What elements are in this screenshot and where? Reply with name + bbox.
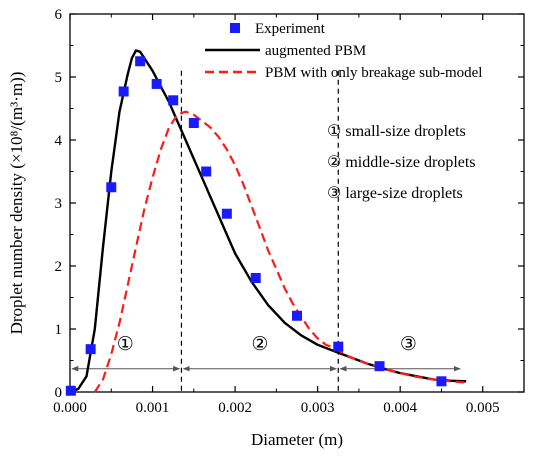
legend-label: Experiment	[255, 21, 326, 37]
annotation-text: ① small-size droplets	[327, 123, 466, 140]
y-tick-label: 0	[55, 385, 63, 401]
data-point	[118, 86, 129, 97]
x-tick-label: 0.002	[218, 400, 252, 416]
legend-label: PBM with only breakage sub-model	[265, 65, 482, 81]
x-tick-label: 0.000	[53, 400, 87, 416]
region-labels: ① ② ③	[117, 334, 417, 355]
data-point	[168, 95, 179, 106]
x-tick-label: 0.001	[136, 400, 170, 416]
data-point	[333, 341, 344, 352]
legend: Experiment augmented PBM PBM with only bre…	[205, 21, 482, 81]
y-tick-label: 1	[55, 322, 63, 338]
annotation-text: ② middle-size droplets	[327, 154, 476, 171]
x-axis-title: Diameter (m)	[251, 430, 343, 449]
y-axis: 0 1 2 3 4 5 6	[55, 7, 524, 401]
x-axis: 0.000 0.001 0.002 0.003 0.004 0.005	[53, 14, 500, 416]
y-tick-label: 6	[55, 7, 63, 23]
region-label: ①	[117, 334, 134, 355]
y-tick-label: 3	[55, 196, 63, 212]
legend-label: augmented PBM	[265, 43, 366, 59]
series-line	[93, 110, 467, 393]
data-point	[436, 376, 447, 387]
y-axis-title: Droplet number density (×10⁸/(m³·m))	[7, 72, 26, 335]
data-point	[85, 344, 96, 355]
region-label: ②	[251, 334, 268, 355]
annotation-text: ③ large-size droplets	[327, 185, 463, 202]
series-points	[65, 56, 447, 396]
region-label: ③	[400, 334, 417, 355]
y-tick-label: 4	[55, 133, 63, 149]
y-tick-label: 2	[55, 259, 63, 275]
data-point	[221, 208, 232, 219]
y-tick-label: 5	[55, 70, 63, 86]
data-point	[106, 182, 117, 193]
data-point	[250, 272, 261, 283]
series-lines	[69, 49, 467, 394]
x-tick-label: 0.003	[301, 400, 335, 416]
annotations: ① small-size droplets ② middle-size dropl…	[327, 123, 476, 202]
x-tick-label: 0.004	[383, 400, 417, 416]
data-point	[292, 310, 302, 321]
data-point	[201, 166, 212, 177]
data-point	[135, 56, 146, 67]
data-point	[188, 117, 199, 128]
legend-marker	[230, 23, 240, 33]
data-point	[374, 361, 385, 372]
data-point	[65, 385, 76, 396]
x-tick-label: 0.005	[466, 400, 500, 416]
data-point	[151, 78, 162, 89]
